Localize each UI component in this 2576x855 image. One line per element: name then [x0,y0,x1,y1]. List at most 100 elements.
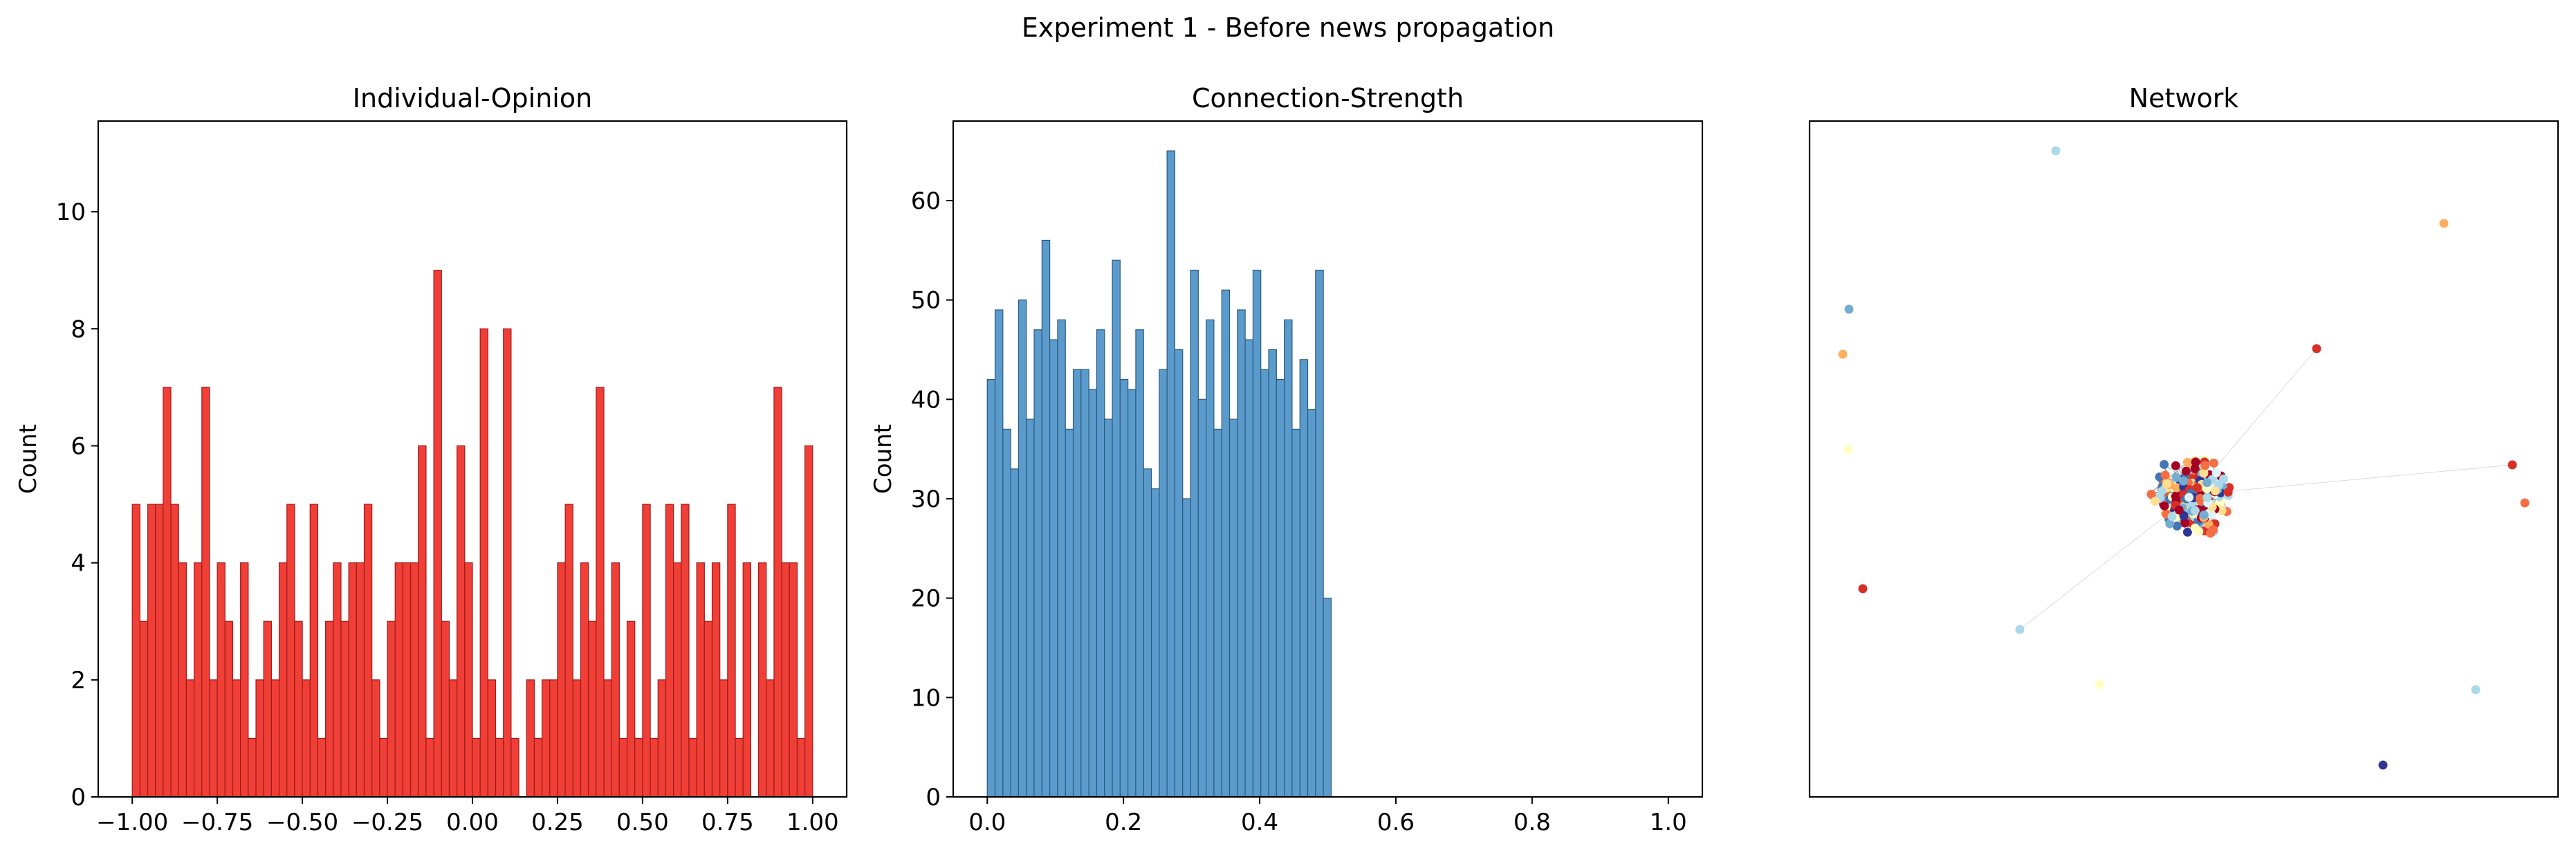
network-node [2207,510,2216,520]
histogram-bar [557,562,566,798]
network-node [2199,511,2209,520]
histogram-bar [1065,428,1074,798]
x-tick-label: 0.00 [446,809,499,836]
y-tick-label: 2 [71,667,86,695]
histogram-bar [1010,468,1020,798]
network-node [2520,498,2530,508]
network-node [2172,521,2182,531]
histogram-bar [472,737,481,798]
histogram-bar [1284,319,1293,798]
histogram-bar [487,679,497,798]
histogram-bar [727,504,736,798]
network-node [2194,526,2204,536]
network-node [2160,470,2170,480]
network-node [2160,501,2169,511]
network-node [2196,493,2205,503]
figure-suptitle: Experiment 1 - Before news propagation [1022,12,1554,43]
histogram-bar [232,679,241,798]
histogram-bar [580,562,589,798]
network-node [2015,625,2025,634]
network-node [2167,512,2177,522]
network-node [2508,460,2517,470]
histogram-bar [325,620,334,798]
histogram-bar [418,445,427,798]
histogram-bar [588,620,597,798]
histogram-bar [688,737,697,798]
histogram-bar [719,679,728,798]
histogram-bar [1237,309,1246,798]
histogram-bar [240,562,249,798]
chart-title: Individual-Opinion [353,83,592,113]
histogram-bar [1135,329,1144,798]
histogram-bar [1229,419,1238,798]
histogram-bar [1307,409,1316,798]
histogram-bar [263,620,272,798]
histogram-bar [155,504,164,798]
x-tick-label: 0.8 [1514,809,1551,836]
histogram-bar [564,504,573,798]
histogram-bar [742,562,751,798]
histogram-bar [1299,359,1309,798]
network-node [2171,472,2181,482]
histogram-bar [1128,389,1137,798]
histogram-bar [650,737,659,798]
histogram-bar [457,445,466,798]
histogram-bar [1080,369,1089,798]
network-nodes [1838,146,2530,770]
strength-histogram-panel: 0.0 0.2 0.4 0.6 0.8 1.0 0 10 20 30 40 50 60 Connectio… [870,83,1704,836]
histogram-bar [1033,329,1042,798]
histogram-bar [495,737,504,798]
histogram-bar [224,620,234,798]
histogram-bar [789,562,798,798]
histogram-bar [464,562,473,798]
histogram-bar [657,679,667,798]
histogram-bar [1213,428,1222,798]
histogram-bar [448,679,458,798]
histogram-bar [294,620,303,798]
opinion-histogram-panel: −1.00 −0.75 −0.50 −0.25 0.00 0.25 0.50 0.75 1.00… [15,83,848,836]
network-node [1844,304,1854,314]
y-tick-label: 60 [911,187,941,215]
histogram-bar [596,387,605,798]
histogram-bar [681,504,690,798]
histogram-bar [178,562,187,798]
histogram-bar [804,445,813,798]
network-node [2178,476,2188,486]
histogram-bar [1026,419,1035,798]
axes-frame [1808,120,2559,798]
y-tick-label: 6 [71,432,86,460]
histogram-bar [1041,239,1051,798]
network-node [2174,505,2184,515]
histogram-bar [139,620,149,798]
histogram-bar [479,328,488,798]
histogram-bar [248,737,257,798]
histogram-bar [1096,329,1105,798]
histogram-bar [1323,598,1332,798]
network-node [2439,219,2449,228]
y-tick-label: 4 [71,550,86,578]
histogram-bar [1190,269,1199,798]
histogram-bar [309,504,319,798]
histogram-bar [603,679,612,798]
histogram-bar [387,620,396,798]
x-tick-label: 0.25 [531,809,584,836]
histogram-bar [286,504,295,798]
network-node [2157,486,2166,496]
network-node [2200,461,2210,470]
histogram-bar [270,679,280,798]
histogram-bar [363,504,373,798]
histogram-bar [1315,269,1324,798]
x-tick-label: −0.50 [266,809,338,836]
network-node [2150,497,2160,506]
histogram-bar [1104,419,1113,798]
histogram-bar [1057,319,1066,798]
histogram-bar [131,504,140,798]
network-node [1838,349,1848,359]
y-tick-label: 40 [911,386,941,414]
histogram-bar [1252,269,1262,798]
histogram-bar [348,562,357,798]
histogram-bar [1072,369,1082,798]
network-node [2146,490,2156,499]
histogram-bar [1174,349,1184,798]
x-tick-label: −0.75 [181,809,253,836]
